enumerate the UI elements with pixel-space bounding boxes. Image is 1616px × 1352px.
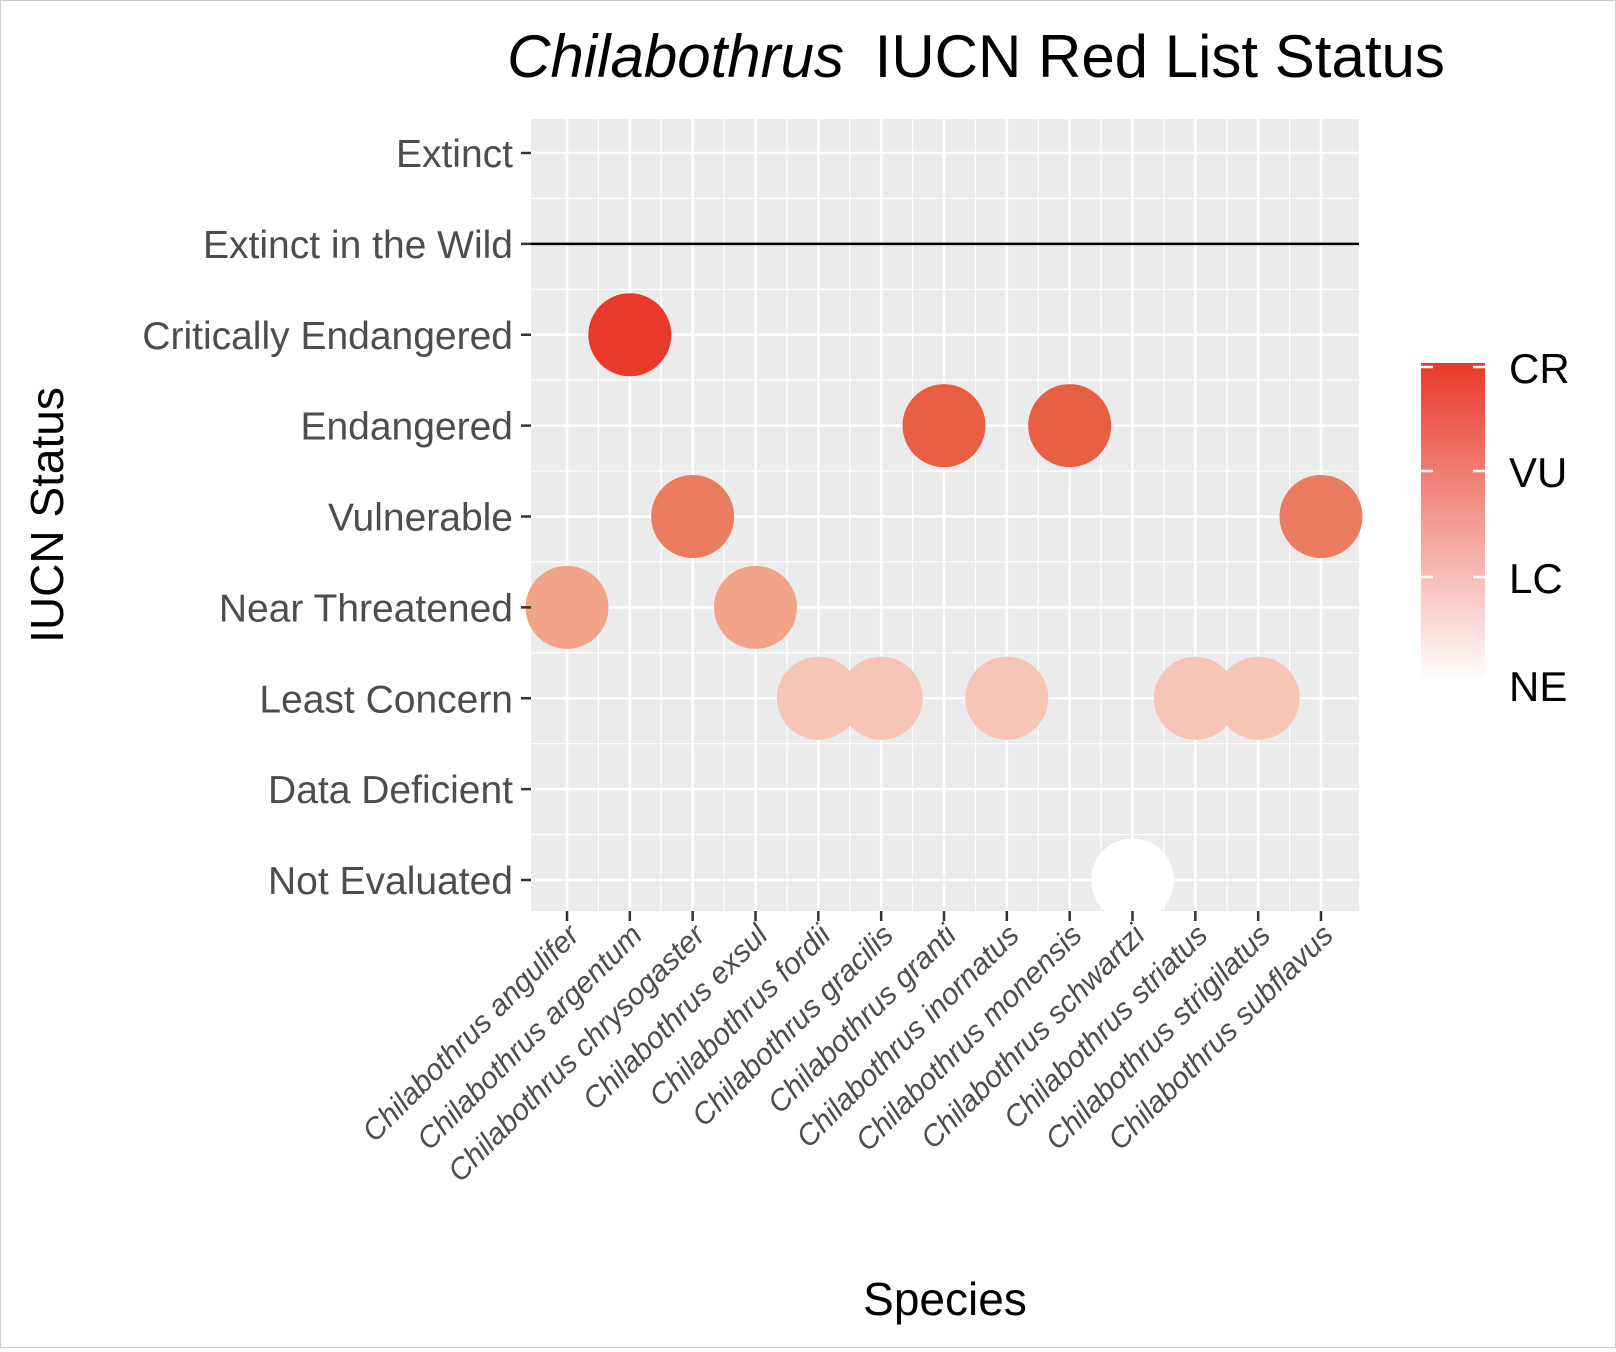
chart-title: Chilabothrus IUCN Red List Status — [507, 23, 1445, 90]
y-axis: Extinct Extinct in the Wild Critically End… — [142, 133, 531, 903]
y-tick-label: Data Deficient — [268, 769, 513, 812]
legend-ticks: CR VU LC NE — [1421, 345, 1570, 710]
point-chilabothrus-schwartzi — [1091, 838, 1174, 922]
y-tick-label: Extinct in the Wild — [203, 224, 513, 267]
point-chilabothrus-chrysogaster — [651, 475, 735, 558]
y-tick-label: Critically Endangered — [142, 315, 513, 358]
chart-title-rest: IUCN Red List Status — [875, 23, 1445, 90]
x-tick-label: Chilabothrus chrysogaster — [442, 918, 712, 1188]
point-chilabothrus-strigilatus — [1216, 656, 1300, 740]
legend-label: VU — [1509, 449, 1567, 496]
point-chilabothrus-argentum — [588, 293, 672, 377]
y-tick-label: Least Concern — [259, 678, 513, 721]
y-axis-title: IUCN Status — [21, 387, 73, 643]
point-chilabothrus-monensis — [1028, 384, 1112, 468]
point-chilabothrus-subflavus — [1279, 475, 1363, 558]
point-chilabothrus-fordii — [776, 656, 860, 740]
point-chilabothrus-angulifer — [525, 565, 609, 649]
color-legend: CR VU LC NE — [1421, 345, 1570, 710]
point-chilabothrus-exsul — [714, 565, 797, 649]
point-chilabothrus-striatus — [1153, 656, 1237, 740]
y-tick-label: Not Evaluated — [268, 860, 513, 903]
y-tick-label: Endangered — [300, 406, 513, 449]
legend-label: NE — [1509, 663, 1567, 710]
y-tick-label: Extinct — [396, 133, 513, 176]
point-chilabothrus-gracilis — [839, 656, 923, 740]
y-tick-label: Vulnerable — [328, 497, 513, 540]
legend-colorbar — [1421, 363, 1485, 683]
legend-label: CR — [1509, 345, 1570, 392]
y-tick-label: Near Threatened — [219, 587, 513, 630]
point-chilabothrus-granti — [902, 384, 986, 468]
legend-label: LC — [1509, 555, 1563, 602]
data-points — [525, 293, 1363, 922]
chart-title-italic: Chilabothrus — [507, 23, 844, 90]
x-axis-title: Species — [863, 1273, 1027, 1325]
point-chilabothrus-inornatus — [965, 656, 1049, 740]
